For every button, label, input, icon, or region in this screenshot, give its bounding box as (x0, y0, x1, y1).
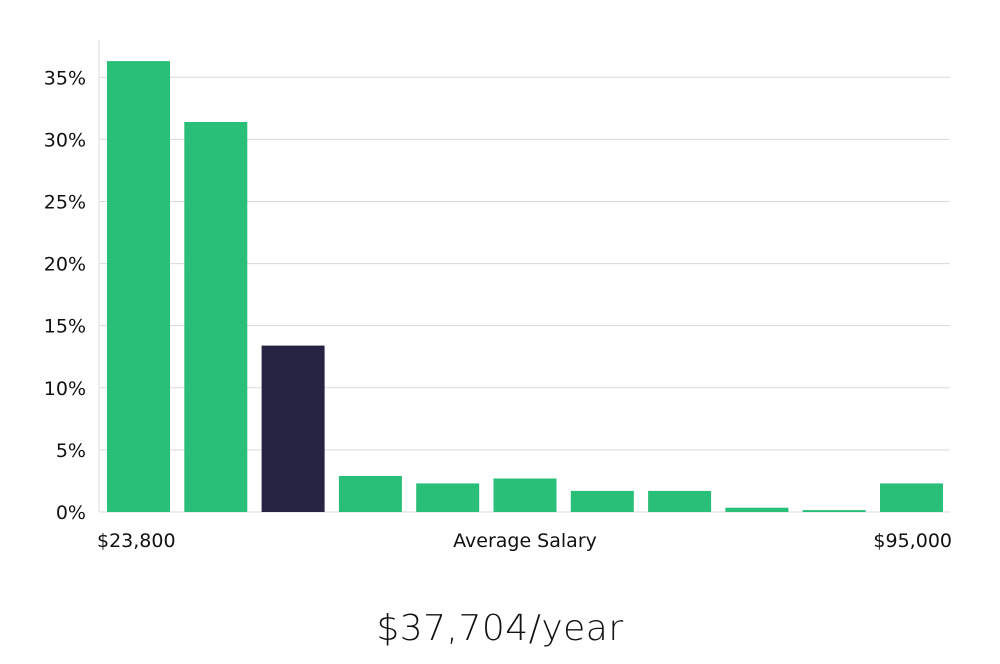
bar (570, 490, 634, 512)
y-tick-label: 25% (44, 191, 86, 213)
y-tick-labels: 0% 5% 10% 15% 20% 25% 30% 35% (44, 67, 86, 524)
bar (107, 61, 170, 512)
y-tick-label: 30% (44, 129, 86, 151)
y-tick-label: 20% (44, 254, 86, 276)
bar (802, 510, 866, 512)
bar (725, 507, 789, 512)
bar (648, 490, 712, 512)
bar-layer (107, 61, 943, 512)
bar (493, 478, 557, 512)
y-tick-label: 35% (44, 67, 86, 89)
bar (416, 483, 480, 512)
bar-highlighted (261, 345, 325, 512)
bar (338, 476, 402, 512)
average-salary-value: $37,704/year (376, 608, 624, 649)
bar (184, 122, 248, 512)
y-tick-label: 5% (56, 440, 86, 462)
bar (880, 483, 943, 512)
y-tick-label: 0% (56, 502, 86, 524)
x-max-label: $95,000 (873, 530, 952, 552)
x-axis-label: Average Salary (453, 530, 597, 552)
x-min-label: $23,800 (97, 530, 176, 552)
y-tick-label: 10% (44, 378, 86, 400)
y-tick-label: 15% (44, 316, 86, 338)
